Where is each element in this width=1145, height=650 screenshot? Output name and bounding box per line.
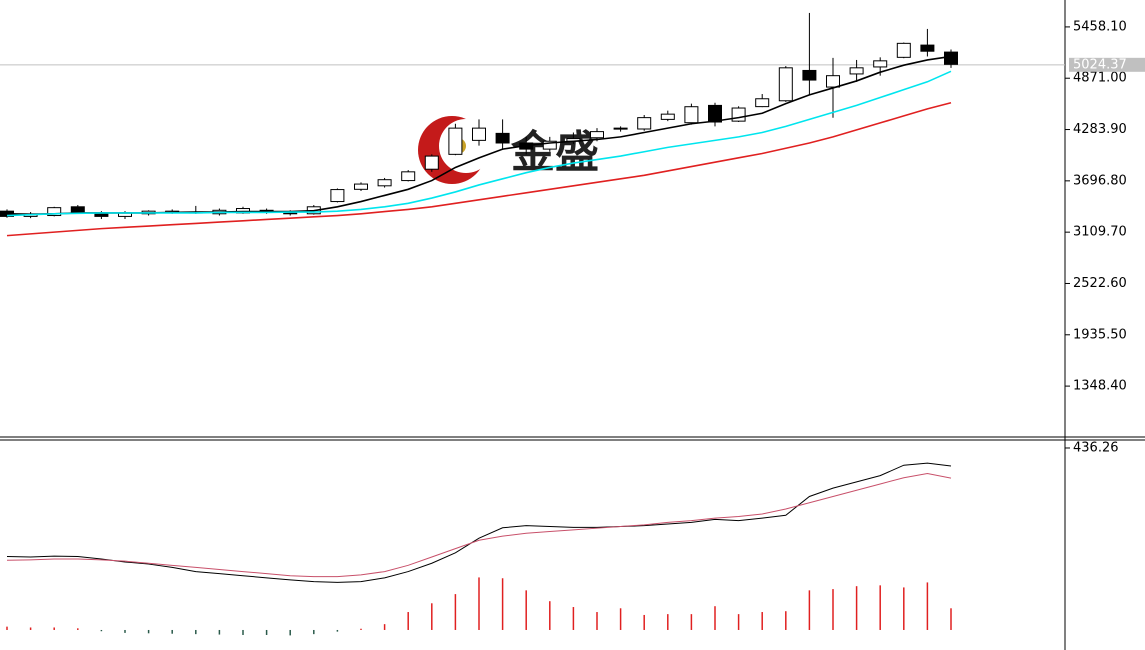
y-tick-label: 1935.50 bbox=[1073, 327, 1127, 342]
y-tick-label: 1348.40 bbox=[1073, 379, 1127, 394]
candle-body bbox=[684, 106, 699, 124]
last-price-label: 5024.37 bbox=[1073, 57, 1127, 72]
candle-body bbox=[637, 117, 652, 130]
indicator-line bbox=[6, 473, 952, 578]
y-tick-label: 5458.10 bbox=[1073, 19, 1127, 34]
candle-body bbox=[755, 98, 770, 108]
candle-body bbox=[873, 60, 888, 68]
candle-body bbox=[896, 42, 911, 58]
y-tick-label: 3109.70 bbox=[1073, 225, 1127, 240]
candle-body bbox=[495, 132, 510, 144]
y-tick-label: 4283.90 bbox=[1073, 122, 1127, 137]
indicator-line bbox=[6, 102, 952, 237]
candle-body bbox=[660, 113, 675, 120]
candle-body bbox=[590, 131, 604, 139]
candle-body bbox=[401, 171, 416, 182]
logo-text: 金盛 bbox=[510, 127, 599, 178]
candle-body bbox=[778, 67, 793, 102]
y-tick-label: 436.26 bbox=[1073, 440, 1119, 455]
candle-body bbox=[731, 107, 746, 122]
candle-body bbox=[47, 207, 62, 217]
y-tick-label: 4871.00 bbox=[1073, 71, 1127, 86]
candle-body bbox=[424, 155, 439, 170]
candle-body bbox=[354, 183, 368, 190]
y-tick-label: 3696.80 bbox=[1073, 173, 1127, 188]
candle-body bbox=[802, 69, 817, 81]
indicator-line bbox=[6, 462, 952, 583]
candle-body bbox=[70, 206, 85, 213]
candle-body bbox=[542, 140, 557, 150]
candle-body bbox=[330, 189, 345, 203]
candle-body bbox=[708, 104, 722, 123]
indicator-line bbox=[6, 70, 952, 217]
last-price-box bbox=[1069, 57, 1145, 72]
candle-body bbox=[944, 51, 958, 65]
candle-body bbox=[377, 179, 392, 187]
candle-body bbox=[920, 44, 935, 52]
candle-body bbox=[849, 67, 864, 75]
candle-body bbox=[613, 127, 628, 130]
candle-body bbox=[472, 127, 486, 141]
y-tick-label: 2522.60 bbox=[1073, 276, 1127, 291]
candle-body bbox=[448, 127, 463, 155]
candle-body bbox=[826, 75, 840, 88]
